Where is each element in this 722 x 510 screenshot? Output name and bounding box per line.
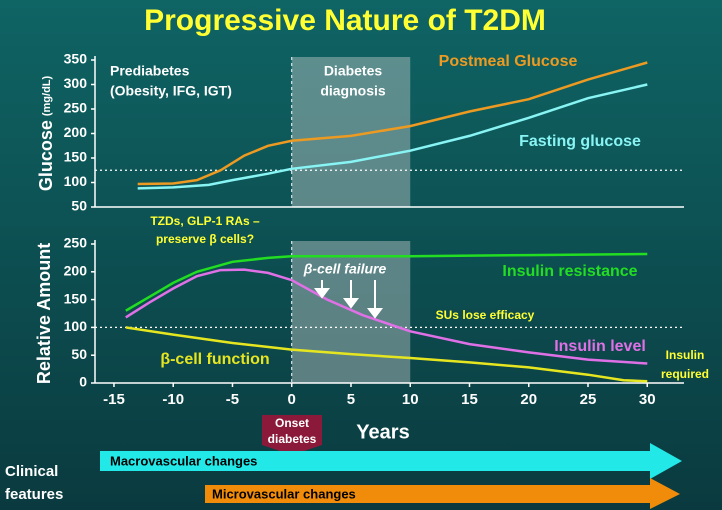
x-tick-label: 30 xyxy=(639,391,656,408)
onset-label: Onset xyxy=(275,416,309,430)
x-tick-label: 20 xyxy=(520,391,537,408)
x-tick-label: -10 xyxy=(162,391,184,408)
clinical-label: Clinical xyxy=(5,463,58,480)
onset-badge xyxy=(262,415,322,455)
x-tick-label: -5 xyxy=(226,391,239,408)
series-label: Postmeal Glucose xyxy=(439,53,578,70)
x-axis-label: Years xyxy=(356,421,409,443)
shade xyxy=(291,57,411,207)
micro-arrow xyxy=(205,478,680,509)
arrows xyxy=(314,280,383,319)
series-line xyxy=(125,268,648,365)
annotation: (Obesity, IFG, IGT) xyxy=(110,83,232,99)
series-label: β-cell function xyxy=(160,351,269,368)
x-tick-label: 10 xyxy=(402,391,419,408)
y-axis-label: Relative Amount xyxy=(34,243,54,384)
annotation: TZDs, GLP-1 RAs – xyxy=(150,214,260,228)
micro-label: Microvascular changes xyxy=(212,486,356,501)
annotation: β-cell failure xyxy=(303,261,387,277)
macro-label: Macrovascular changes xyxy=(110,453,257,468)
annotation: required xyxy=(661,367,709,381)
y-tick-label: 200 xyxy=(64,124,88,140)
y-tick-label: 150 xyxy=(64,290,88,306)
x-tick-label: 15 xyxy=(461,391,478,408)
series-label: Insulin level xyxy=(554,338,646,355)
slide-title: Progressive Nature of T2DM xyxy=(144,4,546,37)
y-tick-label: 250 xyxy=(64,100,88,116)
annotation: preserve β cells? xyxy=(156,232,254,246)
x-tick-label: 0 xyxy=(288,391,296,408)
y-tick-label: 150 xyxy=(64,149,88,165)
series-label: Fasting glucose xyxy=(519,133,641,150)
macro-arrow xyxy=(100,443,682,479)
series-label: Insulin resistance xyxy=(502,263,637,280)
y-axis-label: Glucose (mg/dL) xyxy=(36,75,56,191)
y-tick-label: 200 xyxy=(64,263,88,279)
series-line xyxy=(125,252,648,312)
clinical-label: features xyxy=(5,486,63,503)
series-line xyxy=(137,83,648,190)
y-tick-label: 0 xyxy=(79,374,87,390)
x-tick-label: 5 xyxy=(347,391,355,408)
y-axis-label-text: Relative Amount xyxy=(34,243,54,384)
y-tick-label: 300 xyxy=(64,75,88,91)
y-tick-label: 50 xyxy=(71,198,87,214)
annotation: SUs lose efficacy xyxy=(436,308,535,322)
annotation: Prediabetes xyxy=(110,63,190,79)
y-axis-unit: (mg/dL) xyxy=(41,75,53,116)
x-tick-label: -15 xyxy=(103,391,125,408)
y-tick-label: 250 xyxy=(64,235,88,251)
series-line xyxy=(125,326,648,383)
y-tick-label: 350 xyxy=(64,51,88,67)
x-tick-label: 25 xyxy=(580,391,597,408)
annotation: Diabetes xyxy=(324,63,383,79)
y-tick-label: 50 xyxy=(71,346,87,362)
annotation: Insulin xyxy=(666,348,705,362)
y-tick-label: 100 xyxy=(64,318,88,334)
shade xyxy=(291,241,411,383)
onset-label: diabetes xyxy=(268,432,317,446)
y-axis-label-text: Glucose xyxy=(36,120,56,191)
series-line xyxy=(137,61,648,186)
annotation: diagnosis xyxy=(320,83,386,99)
y-tick-label: 100 xyxy=(64,173,88,189)
